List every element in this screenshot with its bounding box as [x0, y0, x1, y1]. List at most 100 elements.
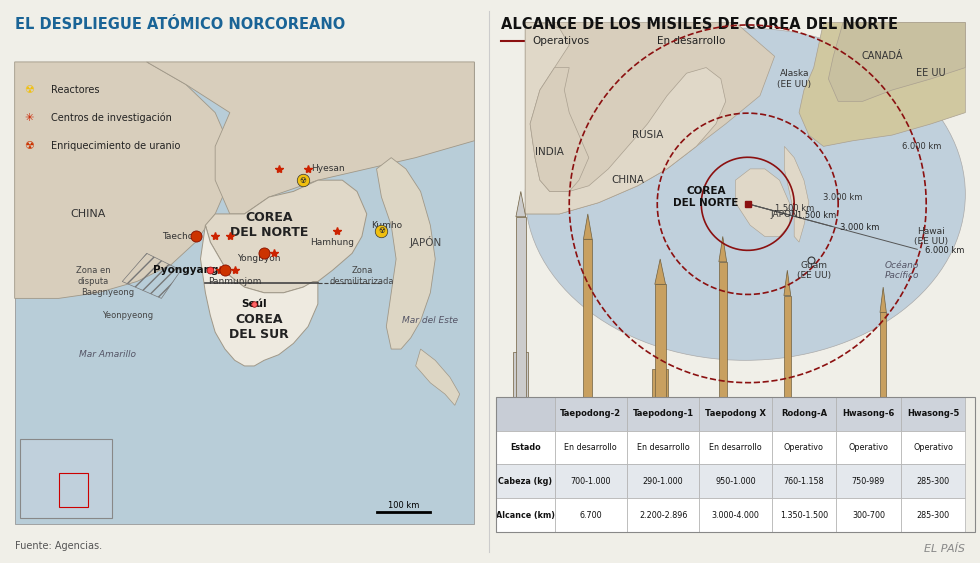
Text: En desarrollo: En desarrollo: [658, 35, 725, 46]
Text: Zona
desmilitarizada: Zona desmilitarizada: [329, 266, 394, 285]
Text: 290-1.000: 290-1.000: [643, 477, 683, 486]
Text: Taepodong-1: Taepodong-1: [632, 409, 694, 418]
Bar: [627, 498, 700, 532]
Text: ALCANCE DE LOS MISILES DE COREA DEL NORTE: ALCANCE DE LOS MISILES DE COREA DEL NORT…: [501, 17, 898, 32]
Text: Kumho: Kumho: [370, 221, 402, 230]
Polygon shape: [719, 236, 727, 262]
Bar: [700, 498, 771, 532]
Bar: [901, 498, 965, 532]
Bar: [15, 62, 474, 524]
Bar: [627, 464, 700, 498]
Polygon shape: [525, 23, 774, 214]
Bar: [719, 262, 727, 397]
Bar: [700, 431, 771, 464]
Text: 6.000 km: 6.000 km: [902, 142, 941, 151]
Text: ✳: ✳: [24, 113, 34, 123]
Text: 3.000 km: 3.000 km: [840, 223, 879, 232]
Bar: [836, 464, 901, 498]
Text: Mar Amarillo: Mar Amarillo: [79, 350, 136, 359]
Polygon shape: [515, 191, 525, 217]
Text: Centros de investigación: Centros de investigación: [51, 113, 172, 123]
Text: ☢: ☢: [300, 176, 307, 185]
Bar: [496, 397, 975, 532]
Text: Taechon: Taechon: [163, 232, 200, 241]
Bar: [652, 369, 668, 397]
Text: 3.000-4.000: 3.000-4.000: [711, 511, 760, 520]
Bar: [59, 473, 88, 507]
Text: COREA
DEL SUR: COREA DEL SUR: [229, 312, 289, 341]
Text: EL PAÍS: EL PAÍS: [924, 544, 965, 554]
Text: INDIA: INDIA: [535, 147, 564, 157]
Bar: [784, 296, 791, 397]
Bar: [771, 431, 836, 464]
Polygon shape: [525, 23, 726, 214]
Text: Taepodong X: Taepodong X: [705, 409, 766, 418]
Text: Hamhung: Hamhung: [311, 238, 355, 247]
Text: Operativo: Operativo: [913, 443, 954, 452]
Bar: [901, 397, 965, 431]
Bar: [555, 498, 627, 532]
Polygon shape: [376, 158, 435, 349]
Polygon shape: [799, 23, 965, 146]
Polygon shape: [784, 146, 808, 242]
Text: 760-1.158: 760-1.158: [784, 477, 824, 486]
Bar: [836, 498, 901, 532]
Text: Océano
Pacífico: Océano Pacífico: [885, 261, 919, 280]
Polygon shape: [416, 349, 460, 405]
Polygon shape: [147, 62, 474, 214]
Text: JAPÓN: JAPÓN: [410, 236, 442, 248]
Text: Alcance (km): Alcance (km): [496, 511, 555, 520]
Bar: [627, 431, 700, 464]
Bar: [583, 239, 592, 397]
Bar: [627, 397, 700, 431]
Text: Seúl: Seúl: [241, 299, 268, 309]
Text: 300-700: 300-700: [852, 511, 885, 520]
Text: ☢: ☢: [378, 226, 385, 235]
Text: 6.000 km: 6.000 km: [925, 245, 964, 254]
Text: 950-1.000: 950-1.000: [715, 477, 756, 486]
Bar: [880, 312, 886, 397]
Text: Hwasong-5: Hwasong-5: [906, 409, 959, 418]
Bar: [496, 464, 555, 498]
Polygon shape: [735, 169, 789, 236]
Text: Enriquecimiento de uranio: Enriquecimiento de uranio: [51, 141, 180, 151]
Text: Mar del Este: Mar del Este: [403, 316, 459, 325]
Text: Hyesan: Hyesan: [311, 164, 344, 173]
Bar: [496, 431, 555, 464]
Bar: [771, 498, 836, 532]
Text: Yongbyon: Yongbyon: [237, 254, 281, 263]
Text: Cabeza (kg): Cabeza (kg): [498, 477, 553, 486]
Text: Hwasong-6: Hwasong-6: [843, 409, 895, 418]
Polygon shape: [828, 23, 965, 101]
Text: Zona en
disputa: Zona en disputa: [75, 266, 110, 285]
Text: CHINA: CHINA: [71, 209, 106, 219]
Text: Operativo: Operativo: [784, 443, 824, 452]
Text: En desarrollo: En desarrollo: [710, 443, 761, 452]
Polygon shape: [655, 259, 665, 284]
Text: EL DESPLIEGUE ATÓMICO NORCOREANO: EL DESPLIEGUE ATÓMICO NORCOREANO: [15, 17, 345, 32]
Text: 2.200-2.896: 2.200-2.896: [639, 511, 687, 520]
Text: JAPÓN: JAPÓN: [770, 209, 799, 219]
Text: Rodong-A: Rodong-A: [781, 409, 827, 418]
Bar: [771, 397, 836, 431]
Text: 1.500 km: 1.500 km: [774, 204, 813, 213]
Text: 6.700: 6.700: [579, 511, 602, 520]
Text: ☢: ☢: [24, 85, 34, 95]
Bar: [555, 397, 627, 431]
Text: EE UU: EE UU: [916, 68, 946, 78]
Text: 1.350-1.500: 1.350-1.500: [780, 511, 828, 520]
Bar: [514, 352, 528, 397]
Text: Fuente: Agencias.: Fuente: Agencias.: [15, 541, 102, 551]
Text: ☢: ☢: [24, 141, 34, 151]
Bar: [555, 464, 627, 498]
Text: Guam
(EE UU): Guam (EE UU): [797, 261, 831, 280]
Text: 100 km: 100 km: [388, 501, 419, 510]
Text: Pyongyang: Pyongyang: [153, 265, 219, 275]
Text: Alaska
(EE UU): Alaska (EE UU): [777, 69, 811, 88]
Bar: [836, 431, 901, 464]
Bar: [20, 439, 113, 518]
Text: Hawai
(EE UU): Hawai (EE UU): [914, 227, 949, 246]
Text: Taepodong-2: Taepodong-2: [561, 409, 621, 418]
Text: Operativo: Operativo: [849, 443, 889, 452]
Text: En desarrollo: En desarrollo: [564, 443, 617, 452]
